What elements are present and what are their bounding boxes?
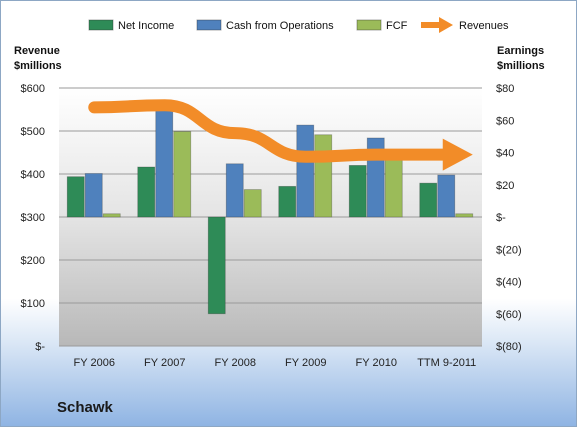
left-tick-label: $300 bbox=[21, 212, 45, 224]
revenue-trend bbox=[88, 99, 473, 171]
legend-label: FCF bbox=[386, 20, 408, 32]
bar-cash-from-operations bbox=[84, 173, 103, 218]
bar-net-income bbox=[207, 216, 226, 315]
right-tick-label: $(80) bbox=[496, 341, 522, 353]
right-tick-label: $40 bbox=[496, 148, 514, 160]
company-name: Schawk bbox=[57, 399, 113, 416]
axes: $600 $500 $400 $300 $200 $100 $- $80 $60 $40 $20 $-… bbox=[14, 45, 545, 369]
bar-cash-from-operations bbox=[225, 163, 244, 218]
legend-arrow-icon bbox=[439, 17, 453, 33]
left-tick-label: $100 bbox=[21, 298, 45, 310]
bar-net-income bbox=[348, 164, 367, 218]
left-axis-title: $millions bbox=[14, 60, 62, 72]
right-tick-label: $- bbox=[496, 212, 506, 224]
bar-fcf bbox=[314, 134, 333, 218]
right-axis-title: Earnings bbox=[497, 45, 544, 57]
x-tick-label: FY 2006 bbox=[74, 357, 115, 369]
left-axis-title: Revenue bbox=[14, 45, 60, 57]
left-tick-label: $- bbox=[35, 341, 45, 353]
left-tick-label: $600 bbox=[21, 83, 45, 95]
x-tick-label: FY 2007 bbox=[144, 357, 185, 369]
right-tick-label: $20 bbox=[496, 180, 514, 192]
legend-swatch bbox=[196, 19, 222, 31]
right-tick-label: $60 bbox=[496, 115, 514, 127]
x-tick-label: FY 2009 bbox=[285, 357, 326, 369]
revenue-line bbox=[88, 99, 453, 163]
right-tick-label: $(40) bbox=[496, 277, 522, 289]
x-tick-label: FY 2010 bbox=[356, 357, 397, 369]
bar-cash-from-operations bbox=[155, 102, 174, 218]
legend: Net Income Cash from Operations FCF Revenue… bbox=[88, 17, 509, 33]
right-tick-label: $(20) bbox=[496, 244, 522, 256]
bar-fcf bbox=[455, 213, 474, 218]
bar-net-income bbox=[278, 185, 297, 218]
gridlines bbox=[59, 87, 482, 347]
bar-net-income bbox=[419, 182, 438, 218]
legend-label: Net Income bbox=[118, 20, 174, 32]
bar-fcf bbox=[243, 189, 262, 218]
legend-swatch bbox=[356, 19, 382, 31]
x-tick-label: TTM 9-2011 bbox=[417, 357, 476, 369]
bar-net-income bbox=[137, 166, 156, 218]
bar-cash-from-operations bbox=[296, 124, 315, 218]
left-tick-label: $200 bbox=[21, 255, 45, 267]
right-axis-title: $millions bbox=[497, 60, 545, 72]
legend-label: Revenues bbox=[459, 20, 509, 32]
bars bbox=[66, 102, 474, 315]
right-tick-label: $80 bbox=[496, 83, 514, 95]
legend-label: Cash from Operations bbox=[226, 20, 334, 32]
x-tick-label: FY 2008 bbox=[215, 357, 256, 369]
bar-cash-from-operations bbox=[437, 174, 456, 218]
bar-fcf bbox=[173, 131, 192, 218]
legend-swatch bbox=[88, 19, 114, 31]
bar-net-income bbox=[66, 176, 85, 218]
left-tick-label: $500 bbox=[21, 126, 45, 138]
revenue-arrowhead bbox=[442, 138, 473, 171]
bar-fcf bbox=[102, 213, 121, 218]
bar-fcf bbox=[384, 156, 403, 218]
right-tick-label: $(60) bbox=[496, 309, 522, 321]
left-tick-label: $400 bbox=[21, 169, 45, 181]
